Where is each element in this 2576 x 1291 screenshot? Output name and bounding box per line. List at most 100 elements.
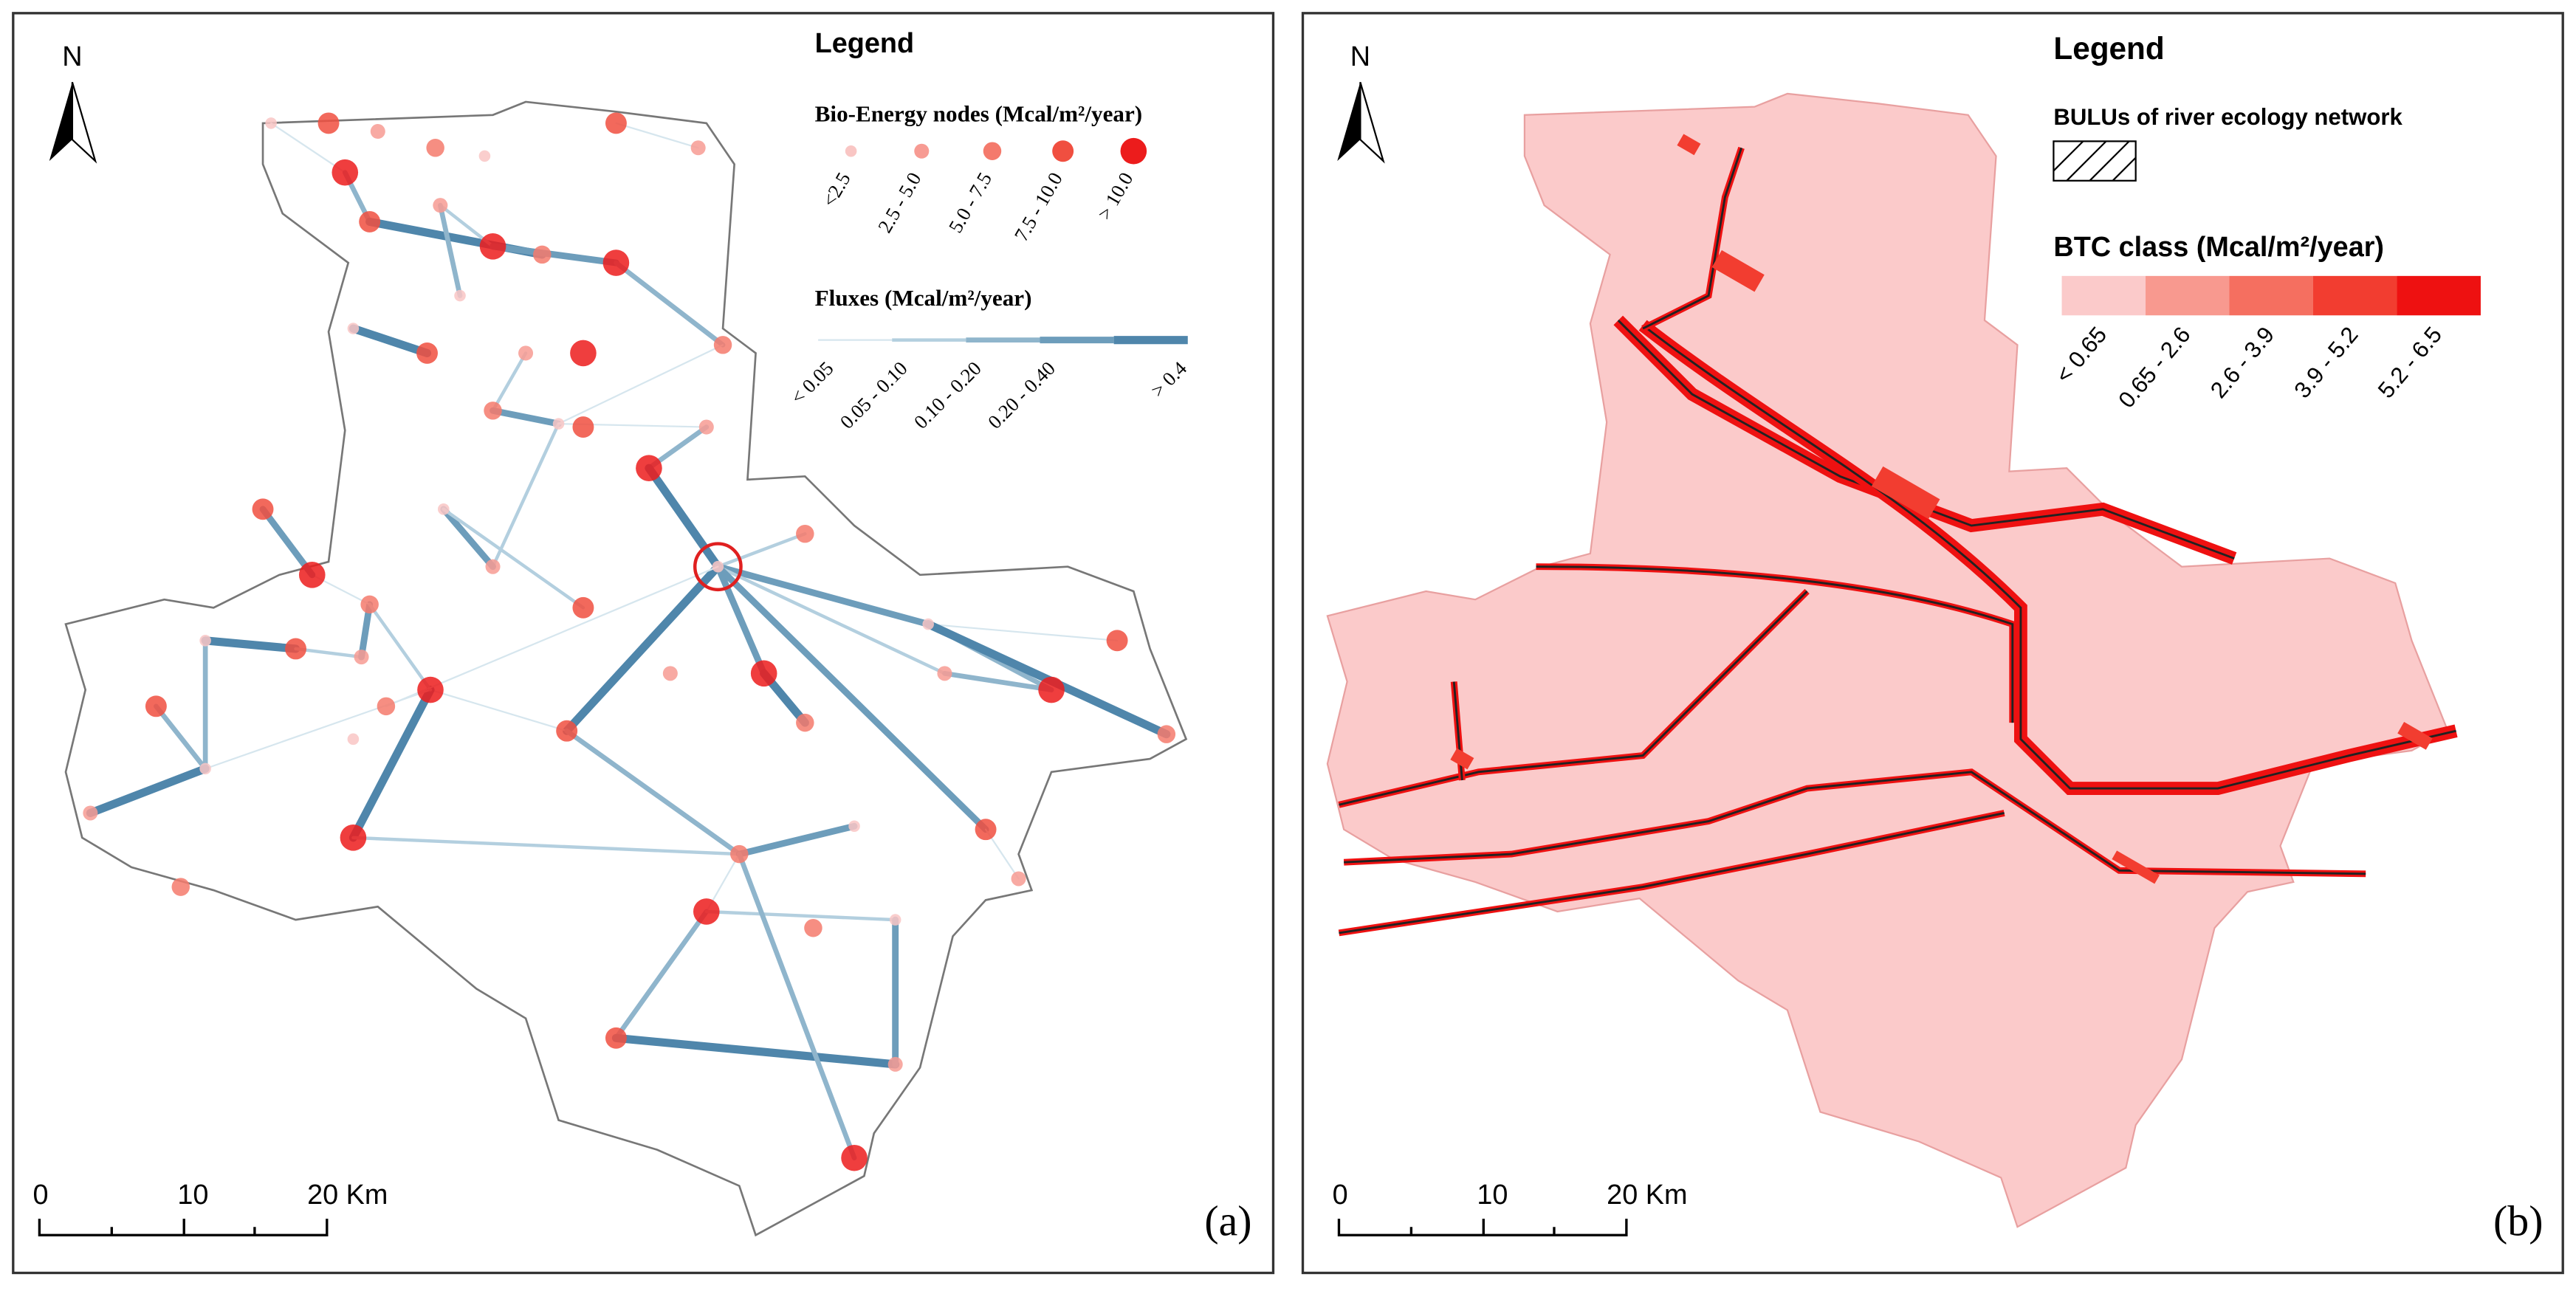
legend-node bbox=[914, 143, 930, 159]
node bbox=[750, 660, 777, 687]
node bbox=[698, 419, 714, 435]
scale-bar: 0 10 20 Km bbox=[1333, 1180, 1687, 1236]
node bbox=[417, 676, 444, 703]
flux-line bbox=[614, 260, 726, 348]
flux-line bbox=[368, 602, 433, 692]
node bbox=[533, 245, 552, 264]
node bbox=[416, 342, 438, 364]
panel-frame bbox=[12, 12, 1275, 1275]
node bbox=[332, 159, 359, 186]
flux-line bbox=[154, 703, 208, 771]
flux-line bbox=[714, 563, 989, 833]
flux-line bbox=[645, 464, 722, 571]
river-patch bbox=[1677, 134, 1701, 156]
node bbox=[252, 498, 274, 520]
node bbox=[265, 117, 277, 129]
node bbox=[690, 140, 706, 156]
scale-bar: 0 10 20 Km bbox=[33, 1180, 388, 1236]
scale-label: 20 Km bbox=[307, 1180, 388, 1211]
arrow-half bbox=[71, 81, 97, 164]
node bbox=[693, 898, 720, 925]
legend-node bbox=[845, 145, 857, 157]
network bbox=[83, 112, 1176, 1171]
node bbox=[796, 524, 814, 543]
flux-line bbox=[490, 407, 562, 427]
river-patch bbox=[2112, 850, 2160, 884]
flux-line bbox=[429, 689, 568, 732]
node bbox=[199, 762, 211, 775]
river-line bbox=[1642, 147, 1743, 330]
node bbox=[485, 559, 501, 574]
node bbox=[552, 418, 565, 430]
node bbox=[347, 733, 360, 746]
node bbox=[975, 819, 997, 841]
node bbox=[605, 1027, 627, 1049]
node bbox=[359, 210, 381, 233]
node bbox=[317, 112, 340, 134]
scale-label: 20 Km bbox=[1607, 1180, 1687, 1211]
arrow-half bbox=[1359, 81, 1385, 164]
legend-node bbox=[1052, 140, 1074, 162]
flux-line bbox=[201, 636, 300, 653]
panel-label: (a) bbox=[1204, 1197, 1251, 1244]
node bbox=[199, 635, 211, 647]
scale-label: 10 bbox=[1477, 1180, 1508, 1211]
flux-line bbox=[563, 562, 722, 735]
flux-line bbox=[348, 324, 432, 357]
node bbox=[636, 455, 662, 481]
flux-line bbox=[735, 822, 858, 858]
flux-line bbox=[442, 507, 585, 610]
flux-line bbox=[942, 670, 1054, 692]
node bbox=[171, 878, 190, 896]
legend-swatch bbox=[2229, 275, 2313, 316]
node bbox=[889, 914, 901, 926]
legend-heading: Bio-Energy nodes (Mcal/m²/year) bbox=[815, 101, 1143, 127]
river-patch bbox=[1450, 748, 1474, 770]
river-patch bbox=[2397, 722, 2433, 750]
flux-line bbox=[491, 421, 560, 568]
flux-line bbox=[927, 623, 1119, 641]
node bbox=[1106, 630, 1128, 652]
node bbox=[433, 198, 448, 213]
flux-line bbox=[557, 344, 724, 425]
flux-line bbox=[491, 351, 528, 413]
hatch-swatch bbox=[2053, 140, 2137, 182]
node bbox=[354, 650, 369, 665]
legend-swatch bbox=[2061, 275, 2146, 316]
node bbox=[1038, 676, 1065, 703]
node bbox=[937, 666, 952, 681]
node bbox=[347, 323, 360, 334]
node bbox=[713, 336, 732, 354]
flux-line bbox=[564, 728, 742, 857]
flux-line bbox=[614, 909, 710, 1041]
node bbox=[1157, 725, 1176, 743]
node bbox=[712, 560, 724, 573]
node bbox=[572, 416, 594, 438]
flux-line bbox=[437, 202, 463, 298]
flux-line bbox=[351, 836, 741, 856]
flux-line bbox=[611, 1033, 900, 1069]
river-line bbox=[1339, 812, 2005, 934]
legend-swatch bbox=[2312, 275, 2397, 316]
flux-line bbox=[736, 851, 857, 1161]
node bbox=[1011, 871, 1026, 887]
flux-line bbox=[86, 764, 210, 818]
node bbox=[298, 562, 326, 588]
node bbox=[478, 150, 491, 162]
flux-line bbox=[259, 506, 316, 579]
scale-line bbox=[1337, 1219, 1628, 1236]
river-line bbox=[1536, 565, 2014, 723]
panel-frame bbox=[1301, 12, 2564, 1275]
scale-label: 0 bbox=[33, 1180, 49, 1211]
node bbox=[145, 695, 167, 717]
node bbox=[360, 595, 379, 614]
panel-label: (b) bbox=[2493, 1197, 2543, 1244]
river-network bbox=[1338, 134, 2458, 937]
node bbox=[479, 233, 506, 260]
node bbox=[570, 340, 597, 367]
node bbox=[285, 638, 306, 660]
flux-line bbox=[716, 565, 947, 675]
legend-swatch bbox=[2397, 275, 2481, 316]
scale-line bbox=[38, 1219, 329, 1236]
node bbox=[730, 844, 749, 864]
